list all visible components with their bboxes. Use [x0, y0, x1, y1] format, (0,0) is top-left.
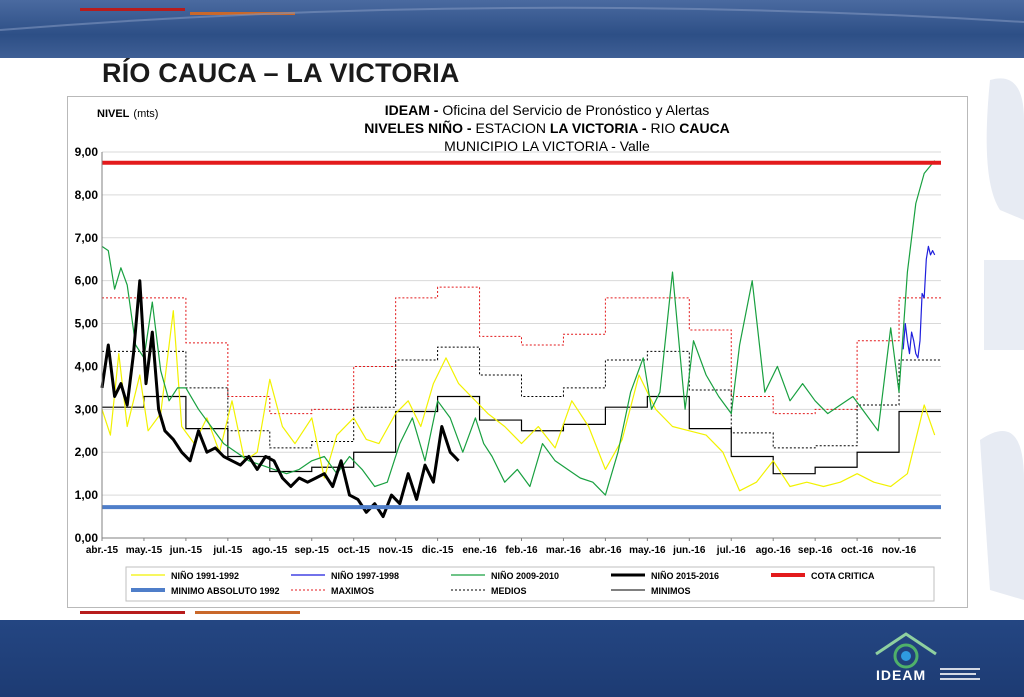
- title1-normal: Oficina del Servicio de Pronóstico y Ale…: [442, 102, 709, 118]
- logo-side-text-3: [940, 678, 980, 680]
- logo-text: IDEAM: [876, 667, 927, 683]
- y-tick-label: 2,00: [75, 445, 99, 459]
- x-tick-label: jul.-16: [716, 545, 746, 556]
- x-tick-label: nov.-15: [379, 545, 414, 556]
- title1-bold: IDEAM -: [385, 102, 443, 118]
- title2-bold2: LA VICTORIA -: [550, 120, 651, 136]
- logo-swirl-inner: [901, 651, 911, 661]
- header-decoration: [0, 6, 1024, 31]
- x-tick-label: abr.-16: [589, 545, 622, 556]
- chart-title: IDEAM - Oficina del Servicio de Pronósti…: [364, 102, 730, 154]
- x-tick-label: oct.-16: [841, 545, 874, 556]
- footer-decoration: [80, 611, 300, 614]
- y-tick-label: 5,00: [75, 317, 99, 331]
- logo-side-text-2: [940, 673, 976, 675]
- legend-label: COTA CRITICA: [811, 571, 875, 581]
- x-tick-label: may.-16: [629, 545, 666, 556]
- y-axis-label: NIVEL (mts): [97, 108, 158, 120]
- chart-frame: IDEAM - Oficina del Servicio de Pronósti…: [67, 96, 968, 608]
- x-tick-label: nov.-16: [882, 545, 917, 556]
- legend-label: NIÑO 1991-1992: [171, 571, 239, 581]
- legend: NIÑO 1991-1992 NIÑO 1997-1998 NIÑO 2009-20…: [125, 566, 935, 602]
- header-sweep: [0, 6, 1024, 31]
- legend-label: MEDIOS: [491, 586, 527, 596]
- x-tick-label: sep.-15: [295, 545, 330, 556]
- header-accent-orange: [190, 12, 295, 15]
- x-tick-label: jun.-16: [672, 545, 706, 556]
- logo-roof: [875, 632, 937, 656]
- x-tick-label: ago.-16: [756, 545, 791, 556]
- y-tick-label: 4,00: [75, 359, 99, 373]
- x-tick-label: mar.-16: [546, 545, 581, 556]
- series-line-ni-o-1997-1998: [902, 245, 936, 359]
- side-deco-shape-bottom: [980, 431, 1024, 600]
- series-line-ni-o-2015-2016: [100, 279, 460, 519]
- legend-label: MAXIMOS: [331, 586, 374, 596]
- y-axis-label-bold: NIVEL: [97, 108, 130, 120]
- x-tick-label: may.-15: [126, 545, 163, 556]
- footer-bar: [0, 620, 1024, 697]
- y-tick-label: 3,00: [75, 402, 99, 416]
- chart-title-line-1: IDEAM - Oficina del Servicio de Pronósti…: [385, 102, 709, 118]
- chart-title-line-2: NIVELES NIÑO - ESTACION LA VICTORIA - RI…: [364, 119, 730, 136]
- y-tick-label: 0,00: [75, 531, 99, 545]
- series-line-ni-o-1991-1992: [101, 310, 936, 492]
- footer-accent-orange: [195, 611, 300, 614]
- x-tick-label: sep.-16: [798, 545, 833, 556]
- y-axis-label-unit: (mts): [133, 108, 158, 120]
- minimos-line: [102, 395, 941, 475]
- x-tick-label: dic.-15: [422, 545, 454, 556]
- x-tick-label: oct.-15: [338, 545, 371, 556]
- logo-side-text-1: [940, 668, 980, 670]
- title3-normal: MUNICIPIO LA VICTORIA - Valle: [444, 138, 650, 154]
- chart-title-line-3: MUNICIPIO LA VICTORIA - Valle: [444, 138, 650, 154]
- medios-line: [102, 346, 941, 449]
- title2-normal2: RIO: [650, 120, 679, 136]
- legend-label: NIÑO 2015-2016: [651, 571, 719, 581]
- title2-normal: ESTACION: [475, 120, 549, 136]
- reference-steps: [102, 286, 941, 475]
- x-tick-label: feb.-16: [505, 545, 538, 556]
- y-tick-label: 9,00: [75, 145, 99, 159]
- chart: IDEAM - Oficina del Servicio de Pronósti…: [75, 102, 941, 602]
- y-tick-label: 7,00: [75, 231, 99, 245]
- axes: 0,00 1,00 2,00 3,00 4,00 5,00 6,00 7,00 8,00 9,00…: [75, 145, 941, 556]
- header-accent-red: [80, 8, 185, 11]
- x-tick-label: abr.-15: [86, 545, 119, 556]
- legend-label: NIÑO 1997-1998: [331, 571, 399, 581]
- y-tick-label: 8,00: [75, 188, 99, 202]
- y-tick-label: 6,00: [75, 274, 99, 288]
- maximos-line: [102, 286, 941, 415]
- series-lines: [100, 160, 941, 519]
- x-tick-label: jun.-15: [169, 545, 203, 556]
- slide-title: RÍO CAUCA – LA VICTORIA: [102, 58, 460, 88]
- legend-label: MINIMO ABSOLUTO 1992: [171, 586, 280, 596]
- side-deco-shape-mid: [984, 260, 1024, 350]
- x-tick-label: ago.-15: [252, 545, 287, 556]
- title2-bold: NIVELES NIÑO -: [364, 119, 475, 136]
- title2-bold3: CAUCA: [679, 120, 730, 136]
- x-tick-label: ene.-16: [462, 545, 497, 556]
- y-tick-label: 1,00: [75, 488, 99, 502]
- legend-label: NIÑO 2009-2010: [491, 571, 559, 581]
- x-tick-label: jul.-15: [212, 545, 242, 556]
- side-decoration: [980, 78, 1024, 600]
- footer-accent-red: [80, 611, 185, 614]
- logo-swirl: [893, 643, 919, 669]
- side-deco-shape-top: [986, 78, 1024, 220]
- series-line-ni-o-2009-2010: [101, 160, 936, 496]
- legend-label: MINIMOS: [651, 586, 691, 596]
- legend-box: [125, 566, 935, 602]
- grid: [102, 151, 941, 496]
- ideam-logo-icon: [875, 632, 980, 680]
